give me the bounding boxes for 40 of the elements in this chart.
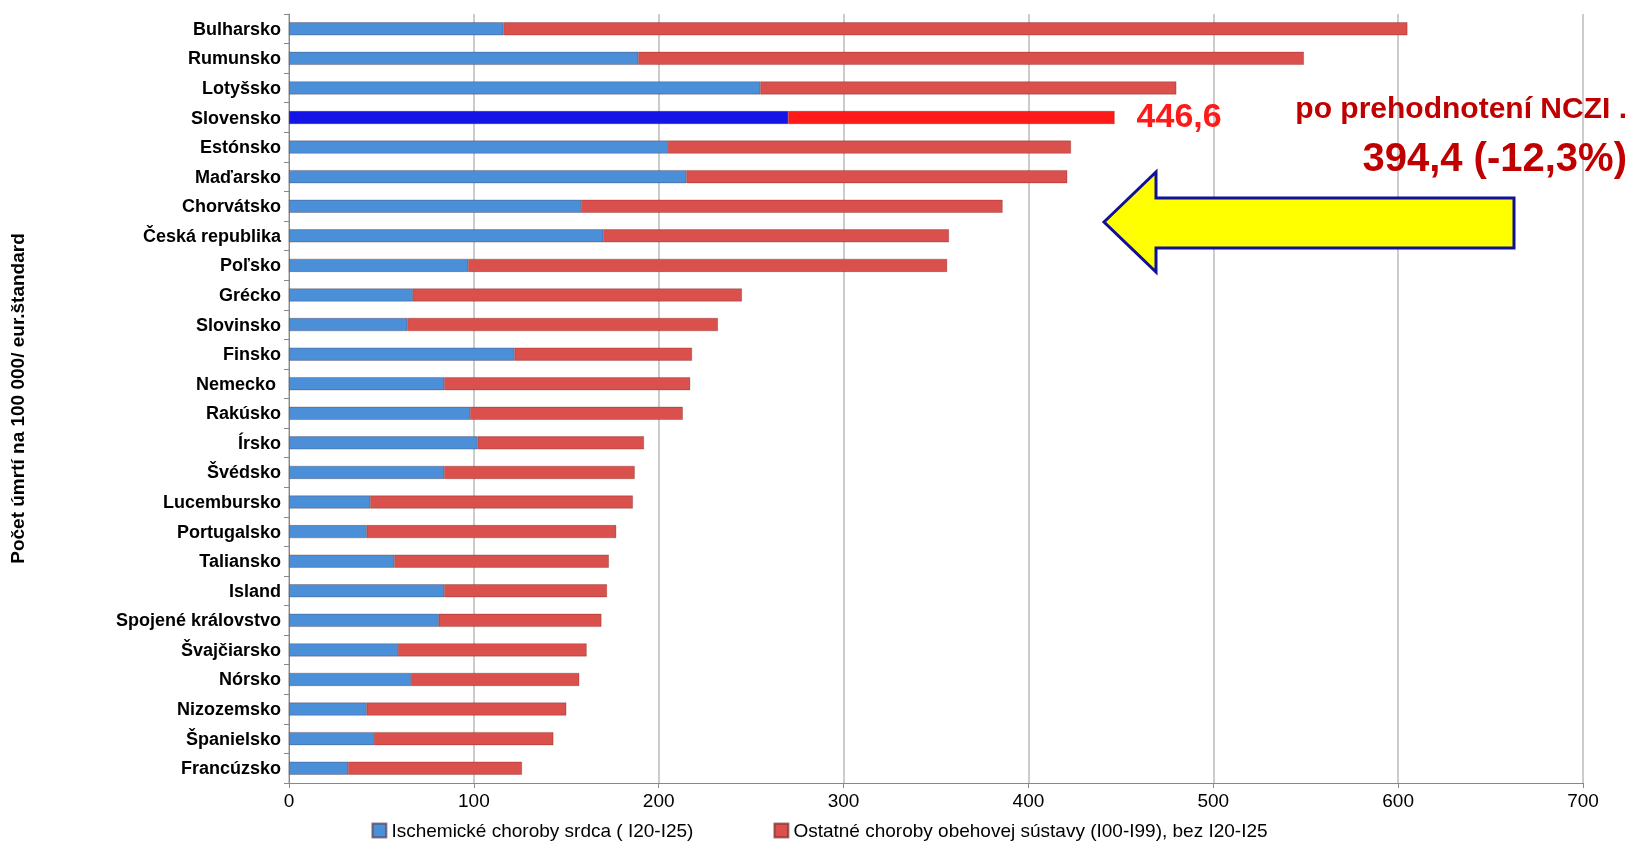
y-tick-label: Chorvátsko xyxy=(181,196,281,217)
y-tick-label: Nórsko xyxy=(218,669,281,690)
y-tick-label: Grécko xyxy=(218,284,281,305)
y-tick-label: Španielsko xyxy=(185,727,281,749)
y-tick-label: Švajčiarsko xyxy=(180,638,281,660)
y-tick-label: Švédsko xyxy=(206,461,281,483)
y-tick-label: Maďarsko xyxy=(195,166,281,187)
x-tick-label: 300 xyxy=(827,790,860,811)
y-tick-label: Írsko xyxy=(237,431,281,453)
x-tick-label: 700 xyxy=(1567,790,1599,811)
x-tick-label: 400 xyxy=(1012,790,1045,811)
y-tick-label: Francúzsko xyxy=(180,758,281,779)
y-tick-label: Česká republika xyxy=(142,224,282,246)
y-tick-label: Portugalsko xyxy=(176,521,281,542)
legend-label: Ostatné choroby obehovej sústavy (I00-I99), bez I20-I25 xyxy=(793,820,1268,841)
y-tick-label: Bulharsko xyxy=(192,18,281,39)
x-tick-label: 100 xyxy=(458,790,490,811)
y-tick-label: Estónsko xyxy=(199,137,281,158)
y-tick-label: Slovensko xyxy=(190,107,281,128)
y-tick-label: Lucembursko xyxy=(162,492,281,513)
y-axis-title: Počet úmrtí na 100 000/ eur.štandard xyxy=(7,233,28,564)
y-tick-label: Rakúsko xyxy=(205,403,281,424)
x-tick-label: 0 xyxy=(283,790,295,811)
y-tick-label: Lotyšsko xyxy=(201,77,281,98)
y-tick-label: Taliansko xyxy=(199,551,281,572)
annotation: 446,6 xyxy=(1136,95,1222,134)
y-tick-label: Nemecko xyxy=(195,373,281,394)
legend-label: Ischemické choroby srdca ( I20-I25) xyxy=(391,820,694,841)
x-tick-label: 200 xyxy=(642,790,675,811)
y-tick-label: Spojené královstvo xyxy=(115,610,281,631)
y-tick-label: Slovinsko xyxy=(195,314,281,335)
y-tick-label: Poľsko xyxy=(220,255,281,276)
annotation: po prehodnotení NCZI . xyxy=(1295,90,1628,124)
x-tick-label: 500 xyxy=(1197,790,1230,811)
x-tick-label: 600 xyxy=(1382,790,1414,811)
y-tick-label: Nizozemsko xyxy=(176,699,281,720)
annotation: 394,4 (-12,3%) xyxy=(1362,135,1627,179)
y-tick-label: Island xyxy=(228,580,281,601)
y-tick-label: Finsko xyxy=(222,344,281,365)
y-tick-label: Rumunsko xyxy=(187,48,281,69)
